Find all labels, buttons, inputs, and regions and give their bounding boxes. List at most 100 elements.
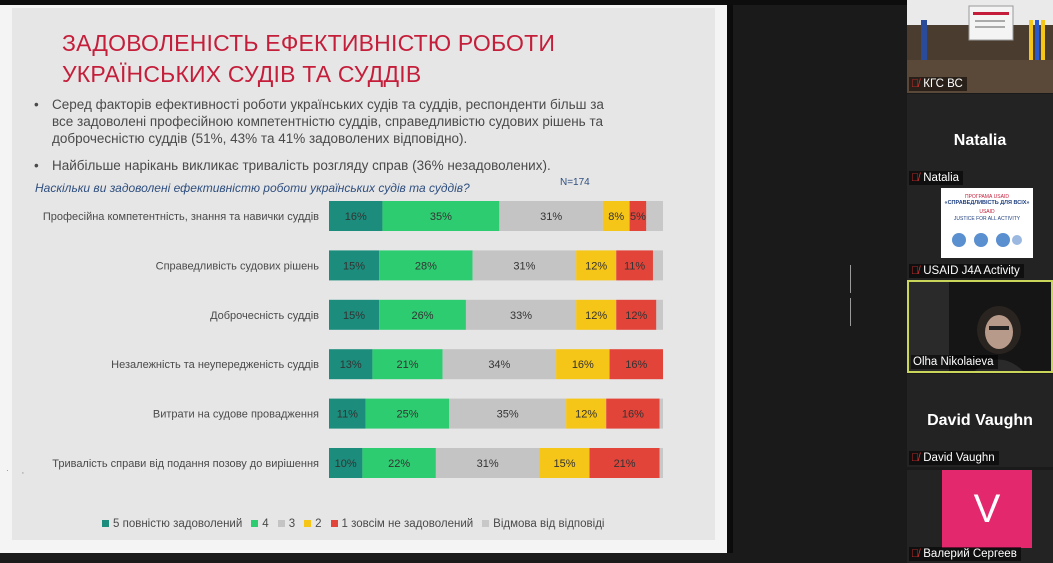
data-label: 34% <box>488 359 510 371</box>
legend-label: 3 <box>288 518 296 530</box>
panel-resize-handle-icon[interactable] <box>850 265 855 326</box>
category-label: Справедливість судових рішень <box>156 260 320 272</box>
survey-question: Наскільки ви задоволені ефективністю роб… <box>35 181 470 195</box>
legend-swatch <box>277 520 285 527</box>
data-label: 16% <box>622 409 644 421</box>
bar-segment <box>329 299 380 330</box>
legend-swatch <box>304 520 312 527</box>
bar-segment <box>329 398 366 429</box>
participant-tile[interactable]: Natalia 🎙̸ Natalia <box>907 94 1053 187</box>
data-label: 25% <box>396 409 418 421</box>
bar-segment <box>659 448 663 478</box>
data-label: 11% <box>624 260 645 272</box>
bullet-item: • Серед факторів ефективності роботи укр… <box>34 96 614 147</box>
avatar: V <box>942 470 1032 548</box>
bar-segment <box>365 398 450 429</box>
participant-display-name: David Vaughn <box>927 412 1033 429</box>
legend-item: 5 повністю задоволений <box>102 518 242 530</box>
bullet-dot: • <box>34 97 39 112</box>
participant-tile[interactable]: V 🎙̸ Валерий Сергеев <box>907 470 1053 563</box>
bar-segment <box>372 349 443 380</box>
data-label: 16% <box>625 359 647 371</box>
participant-name: Olha Nikolaieva <box>911 355 998 369</box>
bar-segment <box>589 448 660 478</box>
bar-segment <box>576 299 617 330</box>
card-line: JUSTICE FOR ALL ACTIVITY <box>953 216 1021 222</box>
participant-name: 🎙̸ USAID J4A Activity <box>909 264 1024 278</box>
bar-segment <box>656 299 663 330</box>
bar-segment <box>606 398 660 429</box>
data-label: 21% <box>396 359 418 371</box>
legend-swatch <box>251 520 259 527</box>
usaid-pictograms-icon <box>952 233 1022 247</box>
bar-segment <box>379 299 466 330</box>
muted-mic-icon: 🎙̸ <box>911 548 920 560</box>
data-label: 12% <box>625 310 647 322</box>
legend-swatch <box>102 520 109 527</box>
legend-item: 4 <box>251 518 269 530</box>
data-label: 22% <box>388 458 410 470</box>
bar-segment <box>556 349 610 380</box>
bullet-dot: • <box>34 158 39 173</box>
participant-tile[interactable]: 🎙̸ КГС ВС <box>907 0 1053 93</box>
data-label: 16% <box>572 359 594 371</box>
data-label: 10% <box>335 458 357 470</box>
data-label: 35% <box>430 211 452 223</box>
bullet-item: • Найбільше нарікань викликає тривалість… <box>34 157 614 174</box>
data-label: 12% <box>575 409 597 421</box>
category-label: Витрати на судове провадження <box>153 409 319 421</box>
bar-segment <box>576 250 617 281</box>
data-label: 13% <box>340 359 362 371</box>
legend-item: 2 <box>304 518 322 530</box>
bar-segment <box>616 299 657 330</box>
participant-name: 🎙̸ КГС ВС <box>909 77 967 91</box>
category-label: Тривалість справи від подання позову до … <box>52 458 319 470</box>
bullet-list: • Серед факторів ефективності роботи укр… <box>34 96 614 180</box>
bar-segment <box>382 201 500 231</box>
card-line: ПРОГРАМА USAID <box>965 194 1009 200</box>
legend-label: 4 <box>262 518 269 530</box>
bar-segment <box>659 398 663 429</box>
decorative-dot: ‚ <box>22 466 24 475</box>
data-label: 8% <box>608 211 624 223</box>
bar-segment <box>472 250 577 281</box>
legend-swatch <box>482 520 490 527</box>
bar-segment <box>329 250 380 281</box>
participant-name: 🎙̸ Natalia <box>909 171 964 185</box>
muted-mic-icon: 🎙̸ <box>911 172 920 184</box>
category-label: Професійна компетентність, знання та нав… <box>43 211 319 223</box>
room-video-feed <box>907 0 1053 93</box>
data-label: 28% <box>415 260 437 272</box>
card-line: USAID <box>979 209 995 215</box>
participant-tile-active-speaker[interactable]: Olha Nikolaieva <box>907 280 1053 373</box>
data-label: 15% <box>553 458 575 470</box>
bar-segment <box>329 448 363 478</box>
bar-segment <box>566 398 607 429</box>
usaid-logo-card: ПРОГРАМА USAID «СПРАВЕДЛИВІСТЬ ДЛЯ ВСІХ»… <box>941 188 1033 258</box>
data-label: 33% <box>510 310 532 322</box>
bar-segment <box>629 201 647 231</box>
category-label: Доброчесність суддів <box>210 310 319 322</box>
legend-item: 1 зовсім не задоволений <box>330 518 474 530</box>
bar-segment <box>329 349 373 380</box>
data-label: 31% <box>513 260 535 272</box>
muted-mic-icon: 🎙̸ <box>911 452 920 464</box>
data-label: 11% <box>337 409 358 421</box>
bar-segment <box>499 201 603 231</box>
bullet-text: Найбільше нарікань викликає тривалість р… <box>52 158 551 173</box>
data-label: 5% <box>630 211 646 223</box>
legend-swatch <box>330 520 338 527</box>
bar-segment <box>362 448 436 478</box>
legend-label: 2 <box>315 518 322 530</box>
bar-segment <box>539 448 590 478</box>
bar-segment <box>379 250 473 281</box>
data-label: 31% <box>477 458 499 470</box>
category-label: Незалежність та неупередженість суддів <box>111 359 319 371</box>
legend-label: 5 повністю задоволений <box>113 518 243 530</box>
legend-item: Відмова від відповіді <box>482 518 604 530</box>
participant-tile[interactable]: David Vaughn 🎙̸ David Vaughn <box>907 374 1053 467</box>
participant-tile[interactable]: ПРОГРАМА USAID «СПРАВЕДЛИВІСТЬ ДЛЯ ВСІХ»… <box>907 187 1053 280</box>
sample-size-label: N=174 <box>560 177 590 188</box>
muted-mic-icon: 🎙̸ <box>911 265 920 277</box>
legend-label: 1 зовсім не задоволений <box>341 518 474 530</box>
